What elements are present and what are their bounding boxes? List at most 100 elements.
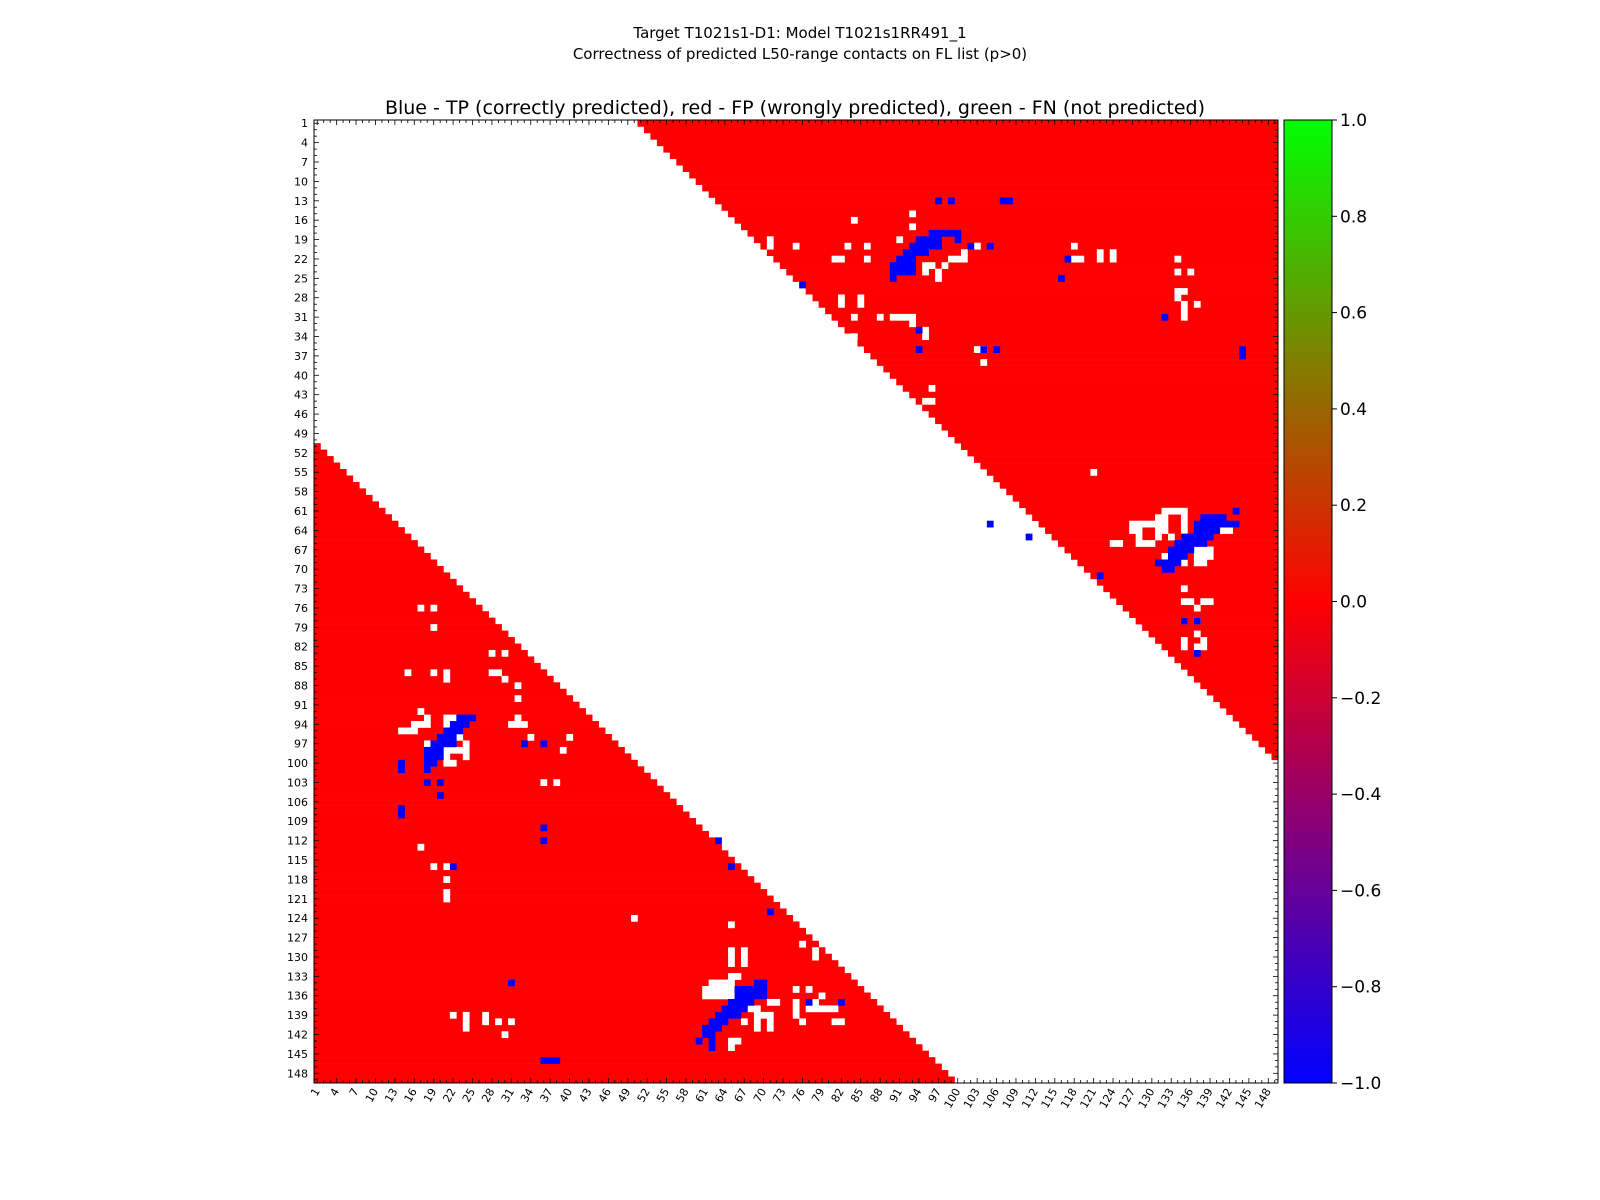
x-tick-label: 148 — [1252, 1086, 1274, 1111]
x-tick-label: 49 — [615, 1086, 633, 1105]
fp-row-lower — [314, 462, 341, 470]
fp-row-upper — [1271, 753, 1279, 761]
empty-cell — [844, 242, 852, 250]
empty-cell — [417, 843, 425, 851]
tp-cell — [1232, 520, 1240, 528]
empty-cell — [1200, 546, 1208, 554]
fp-row-upper — [1187, 669, 1279, 677]
empty-cell — [935, 275, 942, 282]
empty-cell — [417, 708, 425, 715]
empty-cell — [741, 960, 748, 967]
fp-row-lower — [314, 1037, 916, 1045]
empty-cell — [1090, 611, 1098, 618]
tp-cell — [423, 766, 431, 774]
fp-row-lower — [314, 682, 561, 690]
fp-row-upper — [1239, 721, 1279, 728]
empty-cell — [540, 779, 548, 786]
fp-row-lower — [314, 902, 781, 909]
x-tick-label: 97 — [926, 1086, 944, 1105]
empty-cell — [1200, 559, 1208, 567]
empty-cell — [1135, 527, 1143, 534]
empty-cell — [825, 1005, 832, 1013]
tp-cell — [1206, 533, 1214, 541]
empty-cell — [398, 727, 405, 735]
x-tick-label: 82 — [829, 1086, 847, 1105]
tp-cell — [766, 908, 774, 916]
empty-cell — [857, 294, 865, 302]
fp-row-upper — [883, 365, 1279, 373]
y-tick-label: 67 — [294, 544, 308, 557]
empty-cell — [948, 255, 955, 263]
empty-cell — [449, 746, 457, 754]
fp-row-lower — [314, 1070, 949, 1077]
empty-cell — [1180, 520, 1188, 528]
fp-row-lower — [314, 546, 425, 554]
empty-cell — [508, 1018, 515, 1026]
empty-cell — [715, 986, 722, 993]
fp-row-lower — [314, 520, 399, 528]
fp-row-upper — [1193, 675, 1279, 683]
tp-cell — [449, 721, 457, 728]
y-tick-label: 112 — [287, 835, 308, 848]
fp-row-lower — [314, 869, 748, 877]
empty-cell — [488, 649, 496, 657]
tp-cell — [928, 236, 936, 244]
empty-cell — [792, 242, 800, 250]
y-tick-label: 43 — [294, 389, 308, 402]
fp-row-upper — [792, 275, 1279, 282]
fp-row-lower — [314, 850, 729, 858]
x-tick-label: 115 — [1039, 1086, 1061, 1111]
fp-row-lower — [314, 1031, 910, 1039]
empty-cell — [922, 268, 929, 276]
empty-cell — [1180, 527, 1188, 534]
colorbar-tick-label: −0.4 — [1340, 785, 1381, 805]
plot-title: Blue - TP (correctly predicted), red - F… — [385, 97, 1205, 119]
fp-row-lower — [314, 553, 431, 560]
tp-cell — [1200, 540, 1208, 547]
y-tick-label: 136 — [287, 990, 308, 1003]
empty-cell — [1096, 255, 1104, 263]
fp-row-upper — [870, 352, 1279, 360]
tp-cell — [1239, 352, 1246, 360]
empty-cell — [495, 1018, 502, 1026]
empty-cell — [760, 1011, 768, 1019]
tp-cell — [708, 1018, 716, 1026]
empty-cell — [889, 313, 897, 321]
tp-cell — [747, 992, 755, 1000]
tp-cell — [1168, 553, 1175, 560]
tp-cell — [449, 733, 457, 741]
fp-row-lower — [314, 662, 541, 670]
empty-cell — [1109, 249, 1117, 257]
fp-row-upper — [935, 417, 1279, 425]
x-tick-label: 76 — [790, 1086, 808, 1105]
colorbar-tick-label: 0.2 — [1340, 496, 1367, 516]
empty-cell — [1161, 520, 1169, 528]
fp-row-upper — [753, 236, 1279, 244]
y-tick-label: 79 — [294, 621, 308, 634]
tp-cell — [728, 1005, 735, 1013]
tp-cell — [728, 1011, 735, 1019]
tp-cell — [1180, 540, 1188, 547]
fp-row-lower — [314, 656, 535, 664]
empty-cell — [1116, 540, 1124, 547]
empty-cell — [766, 236, 774, 244]
empty-cell — [514, 695, 522, 702]
fp-row-lower — [314, 443, 321, 450]
empty-cell — [443, 669, 451, 677]
tp-cell — [1200, 527, 1208, 534]
y-tick-label: 100 — [287, 757, 308, 770]
empty-cell — [404, 727, 412, 735]
tp-cell — [430, 759, 438, 767]
x-tick-label: 136 — [1174, 1086, 1196, 1111]
empty-cell — [404, 669, 412, 677]
y-tick-label: 31 — [294, 311, 308, 324]
empty-cell — [456, 733, 464, 741]
fp-row-upper — [1155, 637, 1279, 644]
empty-cell — [741, 947, 748, 955]
tp-cell — [909, 242, 916, 250]
fp-row-upper — [805, 288, 1279, 295]
fp-row-lower — [314, 960, 839, 967]
fp-row-upper — [960, 443, 1279, 450]
tp-cell — [443, 727, 451, 735]
tp-cell — [760, 992, 768, 1000]
